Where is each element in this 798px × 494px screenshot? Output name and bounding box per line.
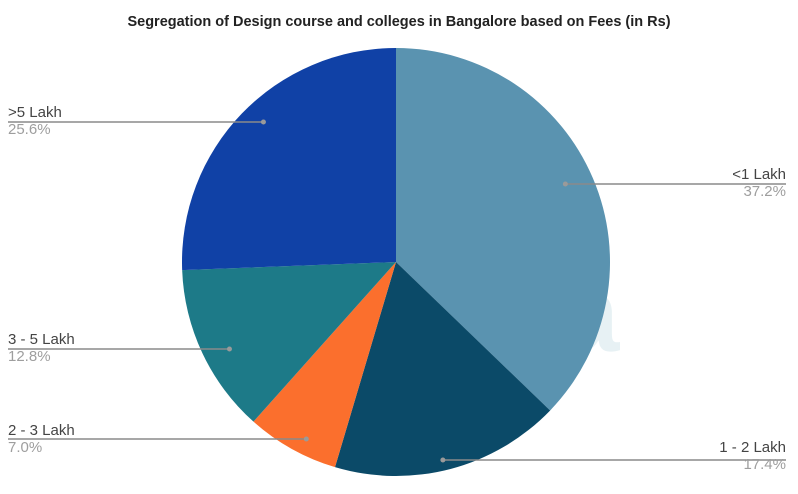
leader-dot-2-3 [303,436,309,442]
label-3-5-pct: 12.8% [8,348,51,365]
label-gt5-name: >5 Lakh [8,104,62,121]
chart-title: Segregation of Design course and college… [127,14,671,30]
label-1-2-pct: 17.4% [743,456,786,473]
label-1-2-name: 1 - 2 Lakh [719,439,786,456]
label-2-3-pct: 7.0% [8,439,43,456]
label-3-5-name: 3 - 5 Lakh [8,331,75,348]
pie-slice-1-2 [335,262,551,476]
leader-lines [8,119,786,463]
label-1-2: 1 - 2 Lakh 17.4% [719,439,786,473]
leader-dot-lt1 [562,181,568,187]
label-lt1-name: <1 Lakh [732,166,786,183]
pie-slice-lt1 [396,48,610,411]
pie-slice-2-3 [253,262,396,468]
label-2-3: 2 - 3 Lakh 7.0% [8,422,75,456]
leader-dot-3-5 [226,346,232,352]
label-lt1-pct: 37.2% [743,183,786,200]
label-lt1: <1 Lakh 37.2% [732,166,786,200]
leader-dot-1-2 [440,457,446,463]
leader-dot-gt5 [260,119,266,125]
label-2-3-name: 2 - 3 Lakh [8,422,75,439]
pie-slice-gt5 [182,48,396,271]
label-3-5: 3 - 5 Lakh 12.8% [8,331,75,365]
pie-slice-3-5 [182,262,396,422]
pie-slices [182,48,610,476]
label-gt5-pct: 25.6% [8,121,51,138]
label-gt5: >5 Lakh 25.6% [8,104,62,138]
